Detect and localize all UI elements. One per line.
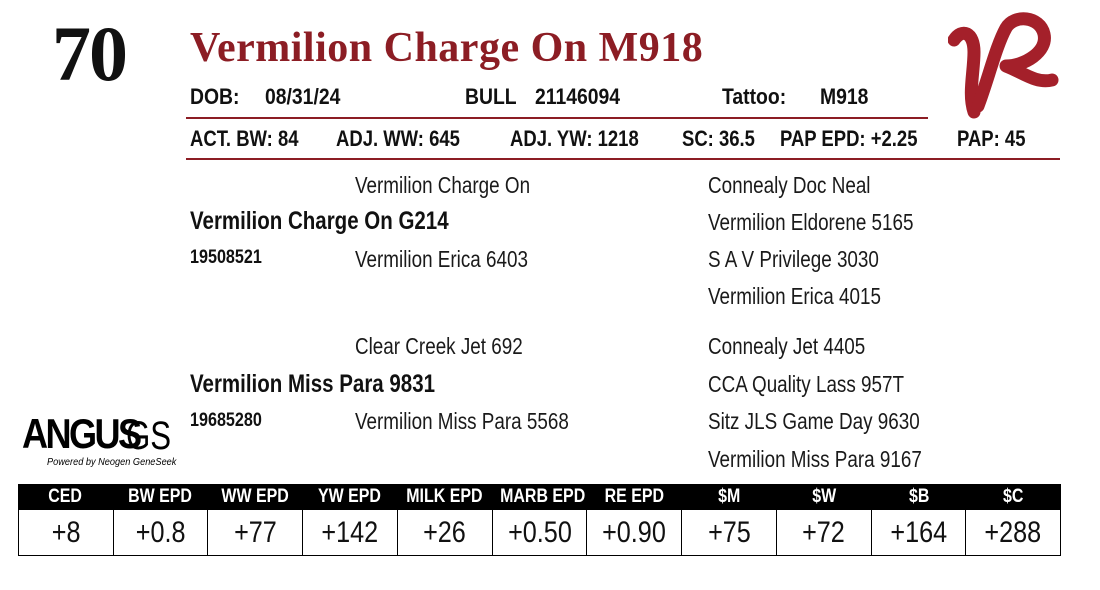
- vr-brand-logo: [948, 12, 1059, 119]
- angus-gs-logo: ANGUS GS Powered by Neogen GeneSeek: [22, 410, 176, 472]
- dam-sire-sire: Connealy Jet 4405: [708, 333, 866, 359]
- dob-label: DOB:: [190, 84, 240, 109]
- divider-line: [186, 117, 928, 119]
- epd-value-cell: +142: [303, 510, 398, 555]
- epd-header-cell: $W: [811, 486, 836, 507]
- epd-value-cell: +26: [398, 510, 493, 555]
- epd-header-cell: $C: [1003, 486, 1024, 507]
- epd-header-cell: RE EPD: [604, 486, 664, 507]
- dam-reg-number: 19685280: [190, 410, 262, 431]
- tattoo-value: M918: [820, 84, 869, 109]
- sire-dam: Vermilion Erica 6403: [355, 246, 528, 272]
- dam-dam-dam: Vermilion Miss Para 9167: [708, 446, 922, 472]
- epd-value-cell: +77: [208, 510, 304, 555]
- epd-value-cell: +0.90: [587, 510, 683, 555]
- epd-value-cell: +72: [777, 510, 872, 555]
- animal-name: Vermilion Charge On M918: [190, 25, 704, 71]
- sire-dam-dam: Vermilion Erica 4015: [708, 283, 881, 309]
- epd-value-cell: +0.50: [493, 510, 588, 555]
- tattoo-label: Tattoo:: [722, 84, 787, 109]
- epd-header-cell: $M: [718, 486, 741, 507]
- sire-reg-number: 19508521: [190, 247, 262, 268]
- dam-sire: Clear Creek Jet 692: [355, 333, 523, 359]
- adjusted-yearling-weight: ADJ. YW: 1218: [510, 126, 639, 151]
- sire-dam-sire: S A V Privilege 3030: [708, 246, 879, 272]
- registration-number: 21146094: [535, 84, 621, 109]
- lot-number: 70: [52, 10, 128, 97]
- epd-header-cell: CED: [48, 486, 83, 507]
- epd-value-cell: +8: [19, 510, 114, 555]
- dam-name: Vermilion Miss Para 9831: [190, 370, 436, 398]
- angus-tagline: Powered by Neogen GeneSeek: [47, 457, 177, 468]
- sire-name: Vermilion Charge On G214: [190, 207, 449, 235]
- dam-dam: Vermilion Miss Para 5568: [355, 408, 569, 434]
- epd-header-cell: YW EPD: [318, 486, 382, 507]
- epd-value-cell: +164: [872, 510, 967, 555]
- adjusted-weaning-weight: ADJ. WW: 645: [336, 126, 460, 151]
- epd-header-cell: BW EPD: [128, 486, 193, 507]
- epd-table: CED BW EPD WW EPD YW EPD MILK EPD MARB E…: [18, 484, 1061, 556]
- pap-value: PAP: 45: [957, 126, 1026, 151]
- epd-value-cell: +288: [984, 516, 1042, 549]
- gs-wordmark: GS: [126, 414, 172, 458]
- angus-wordmark: ANGUS: [22, 410, 142, 457]
- epd-value-cell: +0.8: [114, 510, 209, 555]
- sex-label: BULL: [465, 84, 517, 109]
- sire-sire-sire: Connealy Doc Neal: [708, 172, 871, 198]
- epd-value-cell: +75: [682, 510, 777, 555]
- epd-header-cell: $B: [908, 486, 929, 507]
- epd-header-cell: MARB EPD: [500, 486, 586, 507]
- epd-header-cell: WW EPD: [221, 486, 289, 507]
- epd-values-row: +8 +0.8 +77 +142 +26 +0.50 +0.90 +75 +72…: [18, 510, 1061, 556]
- scrotal-circumference: SC: 36.5: [682, 126, 755, 151]
- dam-sire-dam: CCA Quality Lass 957T: [708, 371, 905, 397]
- epd-header-cell: MILK EPD: [406, 486, 483, 507]
- divider-line: [186, 158, 1060, 160]
- dob-value: 08/31/24: [265, 84, 341, 109]
- actual-birth-weight: ACT. BW: 84: [190, 126, 299, 151]
- sire-sire-dam: Vermilion Eldorene 5165: [708, 209, 914, 235]
- epd-header-row: CED BW EPD WW EPD YW EPD MILK EPD MARB E…: [18, 484, 1061, 510]
- sire-sire: Vermilion Charge On: [355, 172, 531, 198]
- pap-epd: PAP EPD: +2.25: [780, 126, 918, 151]
- dam-dam-sire: Sitz JLS Game Day 9630: [708, 408, 920, 434]
